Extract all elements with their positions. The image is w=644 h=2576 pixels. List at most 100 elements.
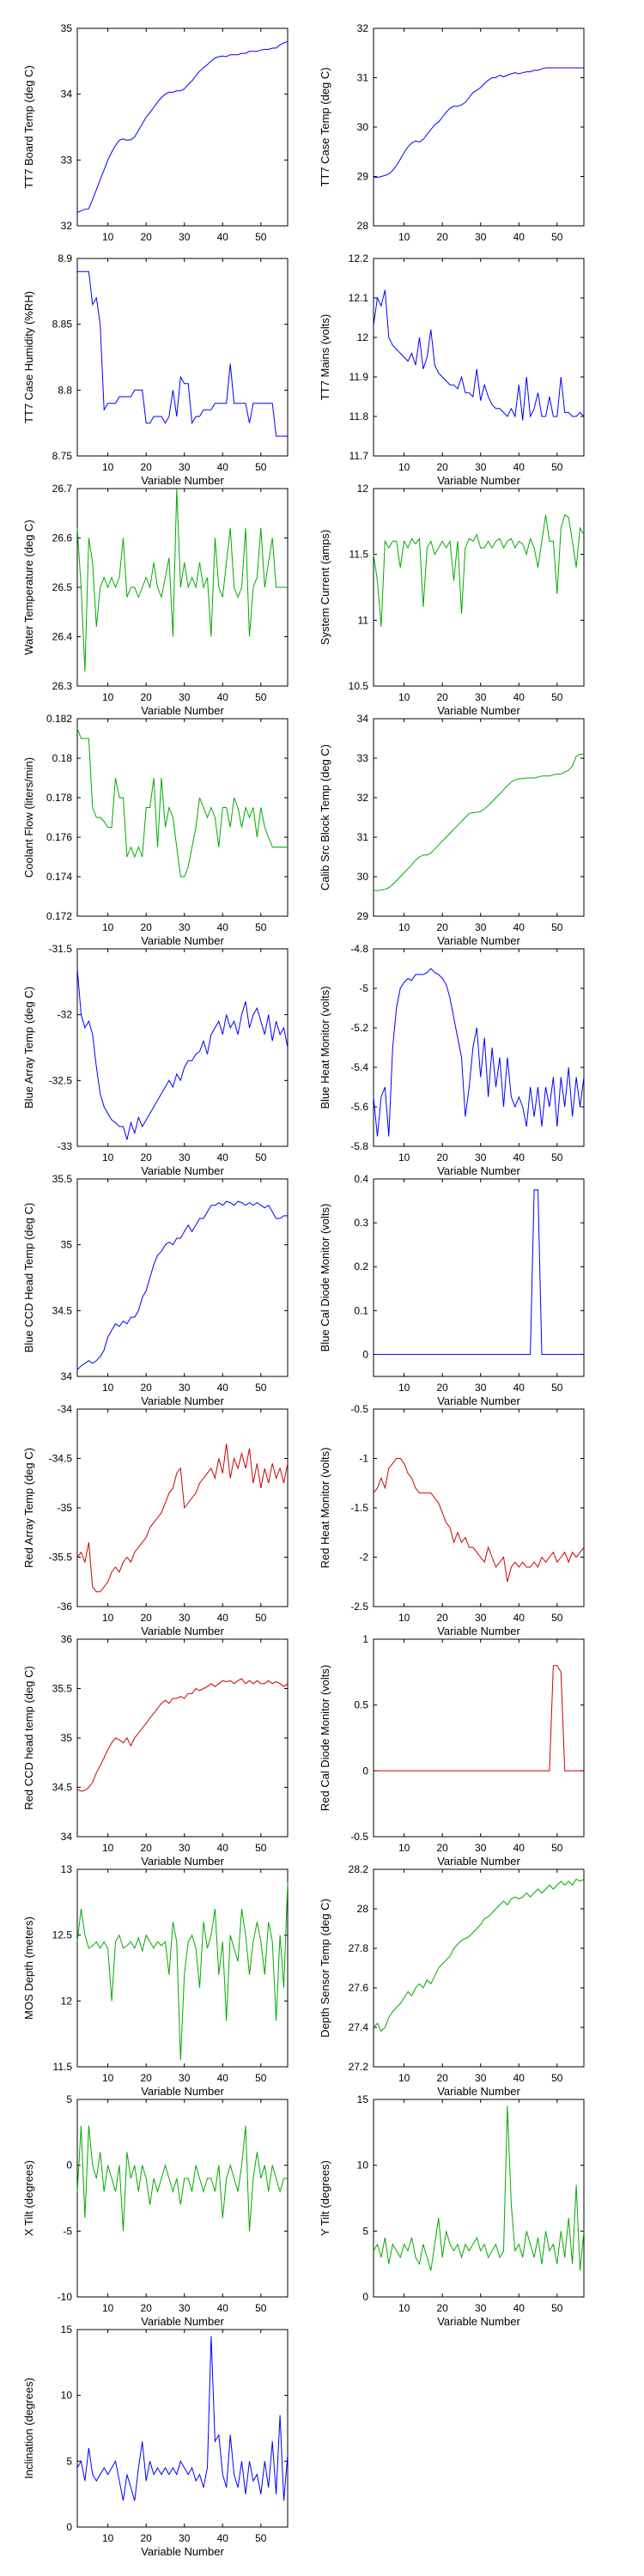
y-tick-label: 10 <box>61 2390 73 2402</box>
y-tick-label: -5.6 <box>350 1101 368 1113</box>
x-tick-label: 20 <box>437 231 449 243</box>
y-tick-label: 34.5 <box>52 1782 73 1794</box>
y-tick-label: 12 <box>357 331 369 343</box>
y-tick-label: 30 <box>357 121 369 133</box>
plot-frame <box>373 718 585 917</box>
x-tick-label: 20 <box>437 1382 449 1394</box>
y-axis-label: Coolant Flow (liters/min) <box>22 757 35 878</box>
x-tick-label: 20 <box>141 2072 153 2084</box>
chart-15: 10 20 30 40 50 34 34.5 35 35.5 36 Red CCD head tem… <box>22 1633 289 1868</box>
x-tick-label: 10 <box>398 231 410 243</box>
y-axis-label: Inclination (degrees) <box>22 2378 35 2479</box>
y-tick-label: 8.85 <box>52 319 73 331</box>
chart-2: 10 20 30 40 50 28 29 30 31 32 TT7 Case Temp (deg C… <box>319 22 585 243</box>
x-tick-label: 30 <box>475 1382 487 1394</box>
y-tick-label: 11 <box>358 614 369 626</box>
plot-frame <box>373 1408 585 1607</box>
x-axis-label: Variable Number <box>141 2545 224 2558</box>
chart-18: 10 20 30 40 50 27.2 27.4 27.6 27.8 28 28.2 Depth Se… <box>319 1863 585 2098</box>
y-tick-label: 26.5 <box>52 581 73 593</box>
y-tick-label: 12.1 <box>349 292 369 304</box>
y-axis-label: Blue CCD Head Temp (deg C) <box>22 1203 35 1353</box>
x-tick-label: 30 <box>179 2532 191 2544</box>
y-tick-label: 28 <box>357 220 369 232</box>
series-line <box>76 1678 289 1792</box>
series-line <box>373 1458 585 1583</box>
y-tick-label: 12 <box>61 1995 73 2007</box>
x-tick-label: 50 <box>255 1842 267 1854</box>
y-tick-label: 11.9 <box>349 371 369 383</box>
y-tick-label: 29 <box>357 910 369 922</box>
y-axis-label: Red Array Temp (deg C) <box>22 1448 35 1568</box>
y-tick-label: 31 <box>357 831 369 843</box>
x-tick-label: 40 <box>513 691 526 703</box>
plot-frame <box>76 27 289 227</box>
series-line <box>374 1665 584 1771</box>
x-tick-label: 40 <box>217 1612 229 1624</box>
x-tick-label: 10 <box>102 2302 114 2314</box>
x-tick-label: 50 <box>551 1612 563 1624</box>
y-tick-label: 28 <box>357 1903 369 1915</box>
y-tick-label: 32 <box>357 22 369 34</box>
x-tick-label: 10 <box>398 2072 410 2084</box>
x-tick-label: 50 <box>551 461 563 473</box>
plot-frame <box>373 258 585 457</box>
x-tick-label: 40 <box>217 231 229 243</box>
x-tick-label: 50 <box>255 1382 267 1394</box>
y-tick-label: 34.5 <box>52 1304 73 1316</box>
x-tick-label: 30 <box>475 921 487 933</box>
x-tick-label: 40 <box>513 1151 526 1163</box>
plot-frame <box>76 258 289 457</box>
y-tick-label: 5 <box>66 2455 72 2467</box>
x-tick-label: 10 <box>102 1151 114 1163</box>
x-tick-label: 50 <box>255 1151 267 1163</box>
y-tick-label: -5.8 <box>350 1140 368 1152</box>
x-tick-label: 20 <box>141 921 153 933</box>
x-axis-label: Variable Number <box>437 474 520 487</box>
y-tick-label: 27.4 <box>349 2021 369 2033</box>
x-axis-label: Variable Number <box>437 934 520 947</box>
x-tick-label: 40 <box>217 921 229 933</box>
y-tick-label: 34 <box>61 1831 73 1843</box>
x-tick-label: 50 <box>255 461 267 473</box>
x-tick-label: 40 <box>217 461 229 473</box>
x-tick-label: 30 <box>179 2072 191 2084</box>
x-tick-label: 30 <box>475 2302 487 2314</box>
x-tick-label: 40 <box>513 2072 526 2084</box>
y-tick-label: 34 <box>61 1370 73 1382</box>
y-tick-label: 26.4 <box>52 631 73 643</box>
x-tick-label: 20 <box>437 921 449 933</box>
series-line <box>76 1882 289 2061</box>
x-axis-label: Variable Number <box>437 2085 520 2098</box>
series-line <box>76 2336 289 2501</box>
x-tick-label: 10 <box>102 1612 114 1624</box>
x-tick-label: 30 <box>475 1612 487 1624</box>
y-tick-label: 15 <box>357 2093 369 2105</box>
x-tick-label: 30 <box>179 1612 191 1624</box>
chart-11: 10 20 30 40 50 34 34.5 35 35.5 Blue CCD Head Temp… <box>22 1173 289 1407</box>
x-tick-label: 10 <box>102 921 114 933</box>
x-tick-label: 50 <box>255 2072 267 2084</box>
x-tick-label: 20 <box>141 1842 153 1854</box>
y-tick-label: 11.8 <box>349 410 369 422</box>
y-tick-label: 11.5 <box>53 2061 73 2073</box>
plot-frame <box>76 2329 289 2528</box>
x-tick-label: 10 <box>102 2072 114 2084</box>
y-axis-label: Calib Src Block Temp (deg C) <box>319 744 331 890</box>
y-tick-label: 29 <box>357 171 369 183</box>
x-tick-label: 40 <box>513 1842 526 1854</box>
y-tick-label: -2 <box>359 1552 368 1564</box>
y-tick-label: 5 <box>362 2225 368 2237</box>
x-tick-label: 20 <box>437 691 449 703</box>
x-tick-label: 50 <box>255 2302 267 2314</box>
chart-6: 10 20 30 40 50 10.5 11 11.5 12 System Current (am… <box>319 483 585 717</box>
y-axis-label: TT7 Mains (volts) <box>319 314 331 400</box>
x-tick-label: 40 <box>217 691 229 703</box>
y-axis-label: Red Cal Diode Monitor (volts) <box>319 1665 331 1812</box>
plot-frame <box>76 2099 289 2298</box>
x-axis-label: Variable Number <box>437 1394 520 1407</box>
x-tick-label: 10 <box>102 461 114 473</box>
series-line <box>76 2125 288 2232</box>
series-line <box>76 488 288 671</box>
y-tick-label: -10 <box>58 2291 73 2303</box>
